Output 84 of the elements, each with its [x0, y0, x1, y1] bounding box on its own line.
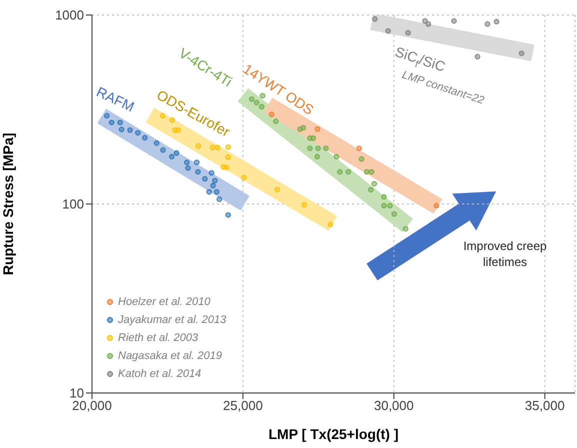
point: [214, 144, 220, 150]
point: [185, 165, 191, 171]
point: [225, 212, 231, 218]
point: [426, 21, 432, 27]
point: [108, 120, 114, 126]
point: [300, 125, 306, 131]
point: [174, 150, 180, 156]
point: [117, 120, 123, 126]
point: [206, 189, 212, 195]
point: [216, 196, 222, 202]
point: [154, 140, 160, 146]
legend-label: Nagasaka et al. 2019: [118, 349, 222, 364]
point: [195, 169, 201, 175]
point: [224, 164, 230, 170]
point: [212, 178, 218, 184]
point: [314, 154, 320, 160]
legend-label: Rieth et al. 2003: [118, 331, 198, 346]
point: [118, 126, 124, 132]
point: [405, 30, 411, 36]
point: [494, 18, 500, 24]
x-tick-label: 20,000: [72, 398, 112, 414]
point: [346, 169, 352, 175]
point: [434, 202, 440, 208]
point: [254, 100, 260, 106]
point: [268, 112, 274, 118]
point: [337, 169, 343, 175]
y-tick-label: 10: [70, 386, 84, 401]
y-tick-label: 100: [62, 196, 84, 212]
point: [210, 144, 216, 150]
point: [225, 144, 231, 150]
x-tick-label: 35,000: [524, 398, 565, 414]
point: [358, 156, 364, 162]
point: [368, 186, 374, 192]
point: [518, 50, 524, 56]
point: [301, 202, 307, 208]
legend-label: Katoh et al. 2014: [118, 367, 202, 382]
point: [484, 21, 490, 27]
point: [258, 104, 264, 110]
point: [474, 54, 480, 60]
point: [328, 222, 334, 228]
point: [315, 146, 321, 152]
y-tick-label: 1000: [55, 8, 84, 23]
point: [160, 147, 166, 153]
point: [214, 189, 220, 195]
point: [381, 202, 387, 208]
point: [127, 127, 133, 133]
annotation: Improved creep lifetimes: [463, 239, 548, 269]
point: [241, 174, 247, 180]
point: [202, 176, 208, 182]
point: [387, 202, 393, 208]
point: [368, 169, 374, 175]
point: [310, 135, 316, 141]
point: [402, 226, 408, 232]
point: [273, 118, 279, 124]
x-tick-label: 30,000: [374, 398, 414, 414]
point: [194, 160, 200, 166]
point: [196, 143, 202, 149]
point: [225, 154, 231, 160]
y-axis-title: Rupture Stress [MPa]: [0, 132, 16, 276]
point: [274, 186, 280, 192]
point: [451, 18, 457, 24]
point: [104, 113, 110, 119]
point: [168, 154, 174, 160]
point: [210, 182, 216, 188]
x-tick-label: 25,000: [223, 398, 263, 414]
legend-label: Hoelzer et al. 2010: [118, 295, 210, 310]
point: [307, 146, 313, 152]
x-axis-title: LMP [ Tx(25+log(t) ]: [268, 426, 399, 442]
point: [248, 96, 254, 102]
point: [323, 146, 329, 152]
point: [142, 135, 148, 141]
point: [381, 194, 387, 200]
point: [334, 154, 340, 160]
point: [184, 160, 190, 166]
point: [135, 130, 141, 136]
point: [314, 126, 320, 132]
point: [372, 16, 378, 22]
point: [208, 170, 214, 176]
point: [385, 28, 391, 34]
point: [372, 180, 378, 186]
legend-label: Jayakumar et al. 2013: [118, 313, 226, 328]
point: [356, 146, 362, 152]
point: [364, 169, 370, 175]
point: [391, 211, 397, 217]
